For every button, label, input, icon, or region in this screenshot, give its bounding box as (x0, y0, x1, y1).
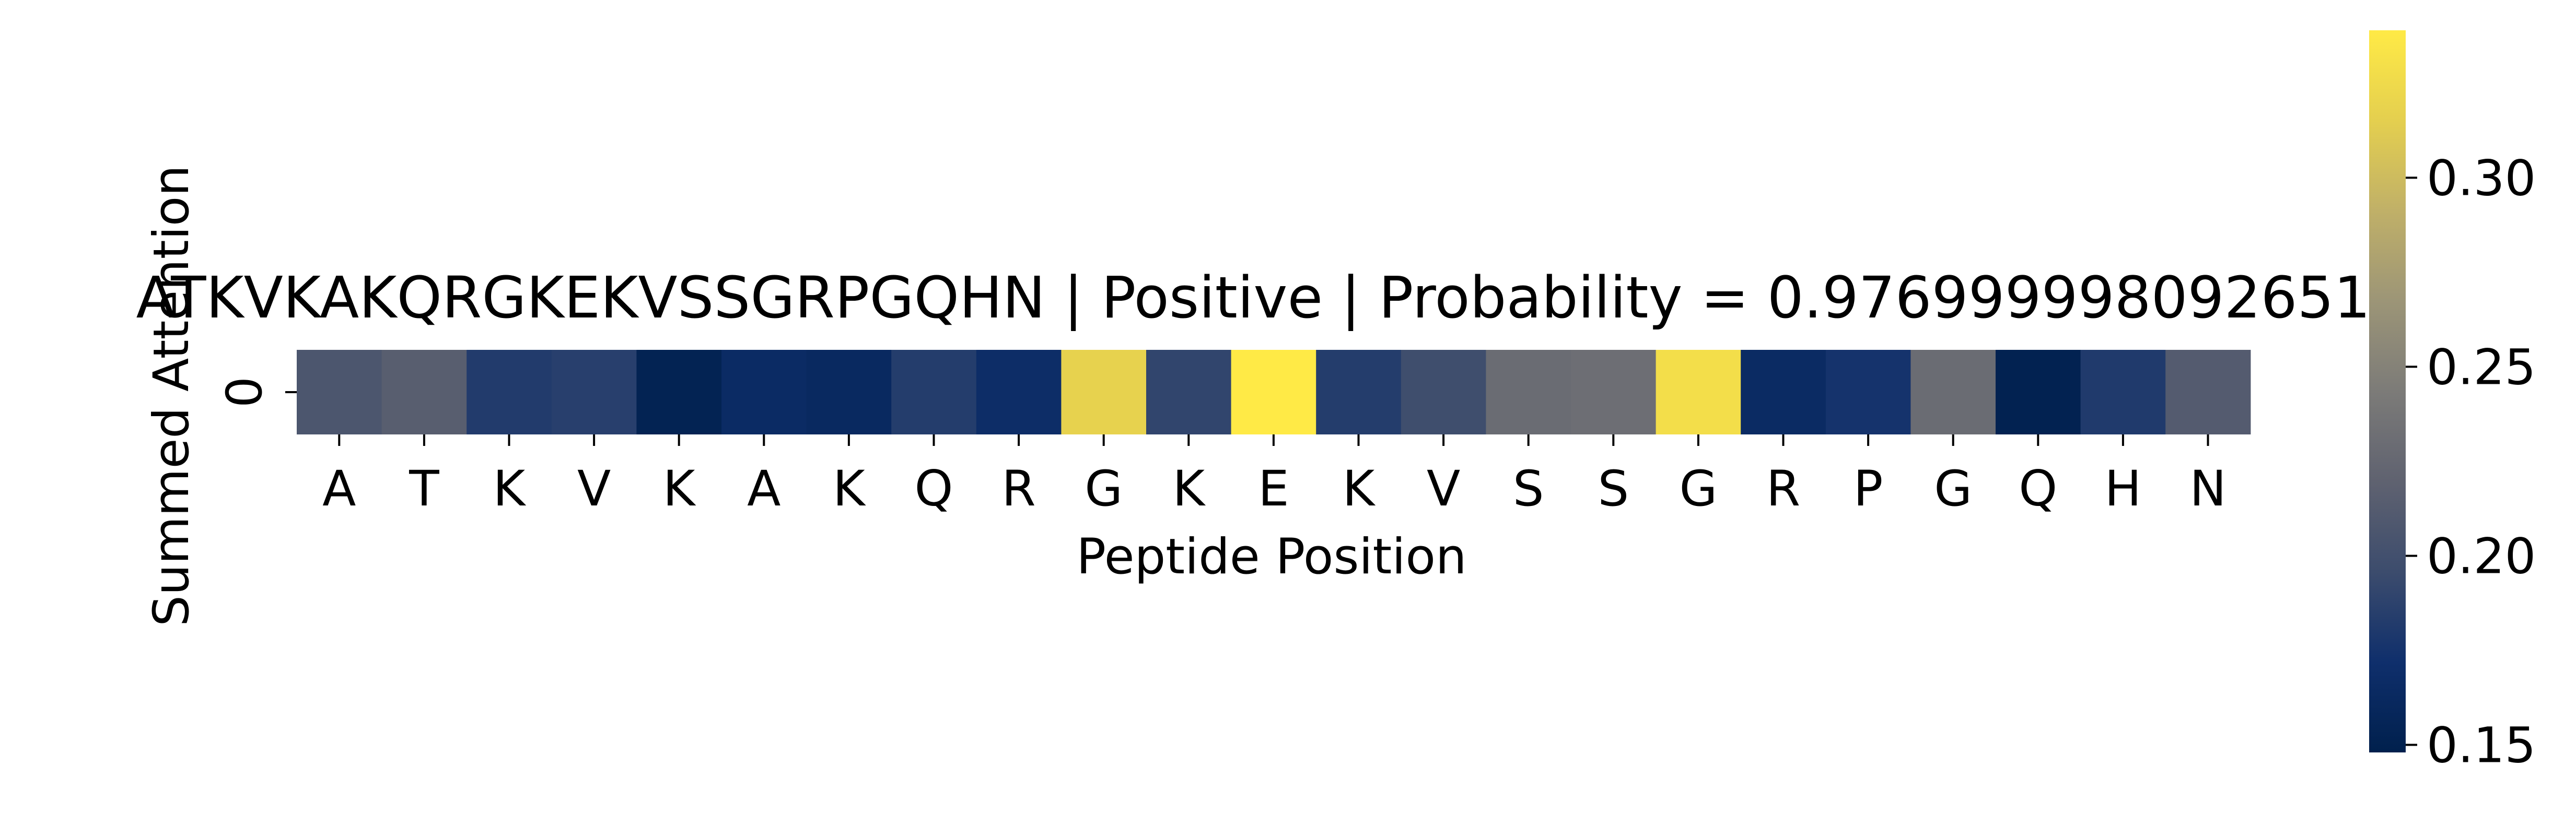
x-tick-label: G (1934, 461, 1972, 517)
colorbar-gradient (2369, 30, 2406, 752)
x-tick-label: T (409, 461, 439, 517)
colorbar-tick-label: 0.30 (2427, 150, 2536, 207)
x-tick-label: Q (915, 461, 953, 517)
y-axis-label: Summed Attention (143, 165, 200, 627)
x-tick-label: V (577, 461, 611, 517)
heatmap-cells (297, 350, 2251, 434)
heatmap-cell (1910, 350, 1996, 434)
x-tick-label: G (1679, 461, 1717, 517)
x-tick-label: A (747, 461, 780, 517)
heatmap-cell (1146, 350, 1232, 434)
heatmap-cell (1571, 350, 1657, 434)
y-tick-label: 0 (216, 376, 273, 408)
x-tick-label: K (663, 461, 696, 517)
heatmap-cell (1656, 350, 1741, 434)
x-tick-label: Q (2019, 461, 2057, 517)
heatmap-cell (1825, 350, 1911, 434)
x-tick-label: H (2105, 461, 2142, 517)
x-tick-label: N (2189, 461, 2226, 517)
x-axis-label: Peptide Position (1076, 528, 1466, 585)
heatmap-cell (636, 350, 722, 434)
colorbar: 0.15 0.20 0.25 0.30 (2369, 30, 2536, 774)
x-tick-label: R (1766, 461, 1800, 517)
heatmap-cell (721, 350, 807, 434)
x-tick-label: K (493, 461, 527, 517)
heatmap-cell (2165, 350, 2251, 434)
heatmap-cell (806, 350, 892, 434)
heatmap-cell (891, 350, 977, 434)
heatmap-cell (467, 350, 552, 434)
heatmap-cell (297, 350, 382, 434)
heatmap-cell (381, 350, 467, 434)
x-tick-label: K (1172, 461, 1206, 517)
colorbar-tick-label: 0.20 (2427, 528, 2536, 585)
x-tick-label: K (1343, 461, 1376, 517)
colorbar-tick-label: 0.25 (2427, 339, 2536, 396)
chart-title: ATKVKAKQRGKEKVSSGRPGQHN | Positive | Pro… (136, 264, 2407, 332)
x-tick-label: A (322, 461, 356, 517)
x-tick-label: S (1513, 461, 1544, 517)
heatmap-cell (1486, 350, 1571, 434)
heatmap-cell (1996, 350, 2081, 434)
heatmap-cell (2080, 350, 2166, 434)
heatmap-cell (1316, 350, 1402, 434)
heatmap-cell (1061, 350, 1147, 434)
heatmap-cell (551, 350, 637, 434)
x-tick-label: K (833, 461, 866, 517)
colorbar-tick-label: 0.15 (2427, 717, 2536, 774)
x-tick-label: P (1854, 461, 1883, 517)
heatmap-cell (1741, 350, 1826, 434)
heatmap-cell (1401, 350, 1486, 434)
y-tick-labels: 0 (216, 376, 297, 408)
x-tick-label: R (1001, 461, 1035, 517)
x-tick-label: G (1085, 461, 1123, 517)
heatmap-cell (1231, 350, 1316, 434)
x-tick-label: V (1427, 461, 1460, 517)
x-tick-label: S (1598, 461, 1629, 517)
heatmap-cell (976, 350, 1062, 434)
x-tick-label: E (1258, 461, 1289, 517)
